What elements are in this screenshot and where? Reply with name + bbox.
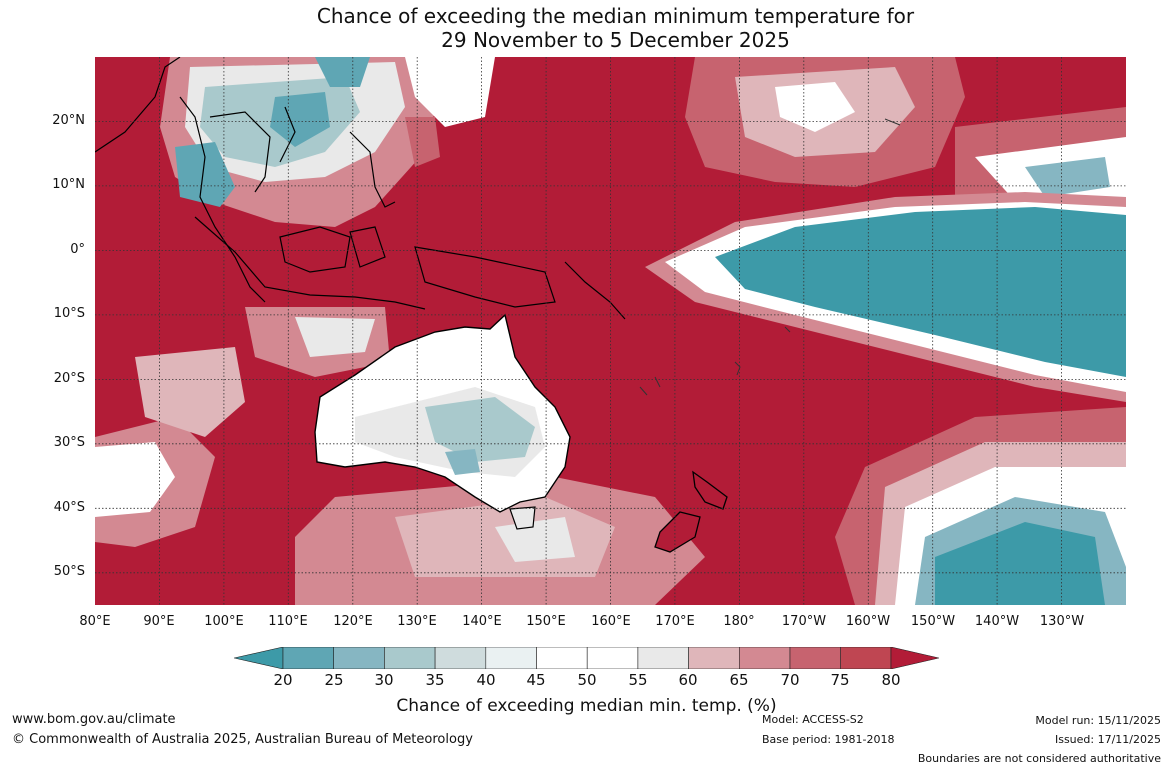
australia-region: [314, 313, 571, 530]
lat-label-0: 0°: [70, 242, 85, 257]
lat-label-10s: 10°S: [53, 306, 85, 321]
lon-label-150e: 150°E: [526, 614, 566, 629]
tasmania-coastline: [509, 506, 536, 530]
lat-label-20s: 20°S: [53, 371, 85, 386]
colorbar-bin-25-30: [333, 647, 385, 669]
boundaries-note: Boundaries are not considered authoritat…: [917, 752, 1161, 765]
australia-coastline: [314, 313, 571, 513]
lon-label-130w: 130°W: [1039, 614, 1085, 629]
colorbar-bin-20-25: [282, 647, 335, 669]
colorbar-tick-30: 30: [374, 671, 394, 689]
lon-label-90e: 90°E: [143, 614, 175, 629]
lon-label-120e: 120°E: [333, 614, 373, 629]
title-line-1: Chance of exceeding the median minimum t…: [316, 4, 915, 28]
colorbar-extend-high: [890, 647, 939, 669]
colorbar-bin-45-50: [536, 647, 588, 669]
lat-label-10n: 10°N: [52, 177, 85, 192]
asia-coastlines: [95, 57, 626, 320]
colorbar-bin-35-40: [434, 647, 487, 669]
map-title: Chance of exceeding the median minimum t…: [0, 4, 1173, 52]
lon-label-80e: 80°E: [79, 614, 111, 629]
lon-label-170e: 170°E: [655, 614, 695, 629]
lon-label-160e: 160°E: [591, 614, 631, 629]
colorbar-tick-40: 40: [476, 671, 496, 689]
lon-label-170w: 170°W: [781, 614, 827, 629]
colorbar-bin-70-75: [789, 647, 842, 669]
colorbar-tick-55: 55: [628, 671, 648, 689]
lat-label-30s: 30°S: [53, 435, 85, 450]
lon-label-110e: 110°E: [268, 614, 308, 629]
new-zealand: [654, 470, 728, 553]
colorbar-tick-50: 50: [577, 671, 597, 689]
south-pacific-region: [835, 407, 1126, 605]
colorbar-bin-60-65: [688, 647, 740, 669]
probability-map: [95, 57, 1126, 605]
indian-ocean-region: [95, 307, 390, 547]
colorbar-tick-35: 35: [425, 671, 445, 689]
pacific-islands: [639, 118, 901, 396]
colorbar-bin-50-55: [586, 647, 639, 669]
colorbar-tick-80: 80: [881, 671, 901, 689]
colorbar-bin-40-45: [485, 647, 537, 669]
colorbar-tick-75: 75: [830, 671, 850, 689]
issued-date: Issued: 17/11/2025: [1054, 733, 1161, 746]
map-canvas: [95, 57, 1126, 605]
colorbar-bin-30-35: [384, 647, 436, 669]
colorbar-tick-60: 60: [678, 671, 698, 689]
colorbar: [234, 647, 939, 669]
colorbar-tick-70: 70: [780, 671, 800, 689]
colorbar-label: Chance of exceeding median min. temp. (%…: [396, 696, 777, 716]
copyright-notice: © Commonwealth of Australia 2025, Austra…: [12, 732, 473, 747]
colorbar-bin-65-70: [738, 647, 791, 669]
equatorial-pacific-cool-tongue: [645, 192, 1126, 402]
lat-label-50s: 50°S: [53, 564, 85, 579]
lat-label-20n: 20°N: [52, 113, 85, 128]
lon-label-140w: 140°W: [974, 614, 1020, 629]
title-line-2: 29 November to 5 December 2025: [441, 28, 790, 52]
lon-label-140e: 140°E: [462, 614, 502, 629]
model-run-date: Model run: 15/11/2025: [1035, 714, 1161, 727]
lon-label-180: 180°: [723, 614, 755, 629]
lon-label-160w: 160°W: [845, 614, 891, 629]
website-link[interactable]: www.bom.gov.au/climate: [12, 712, 176, 727]
lon-label-150w: 150°W: [910, 614, 956, 629]
lat-label-40s: 40°S: [53, 500, 85, 515]
colorbar-extend-low: [234, 647, 284, 669]
model-name: Model: ACCESS-S2: [762, 713, 864, 726]
lon-label-100e: 100°E: [204, 614, 244, 629]
colorbar-bin-55-60: [637, 647, 689, 669]
base-period: Base period: 1981-2018: [762, 733, 895, 746]
colorbar-tick-20: 20: [273, 671, 293, 689]
new-guinea-coastline: [414, 246, 556, 308]
graticule: [95, 57, 1126, 605]
colorbar-bin-75-80: [840, 647, 892, 669]
southeast-asia-region: [160, 57, 495, 227]
lon-label-130e: 130°E: [397, 614, 437, 629]
colorbar-tick-25: 25: [324, 671, 344, 689]
colorbar-tick-45: 45: [526, 671, 546, 689]
colorbar-tick-65: 65: [729, 671, 749, 689]
